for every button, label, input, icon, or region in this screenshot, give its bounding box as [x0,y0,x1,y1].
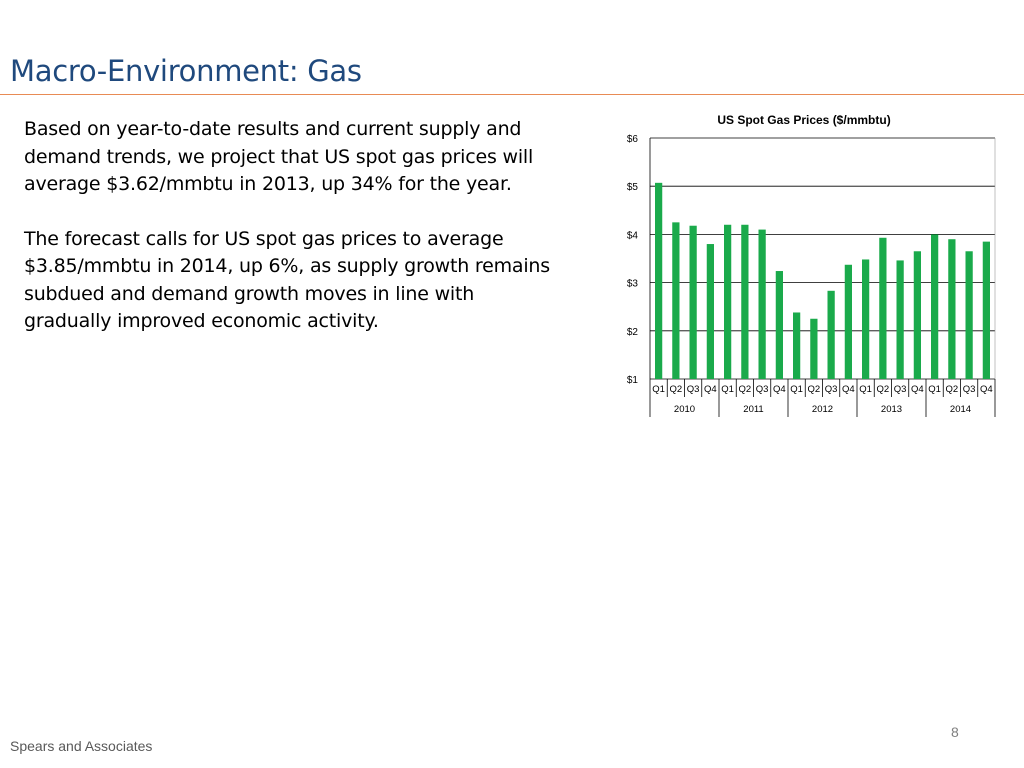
bar [827,290,835,379]
x-tick-label: Q4 [704,384,717,395]
x-group-label: 2013 [881,404,902,415]
x-group-label: 2011 [743,404,763,415]
bar [724,224,732,379]
bar [879,237,887,379]
y-tick-label: $6 [627,134,639,145]
x-tick-label: Q3 [963,384,976,395]
title-divider [0,94,1024,95]
x-group-label: 2010 [674,404,695,415]
x-tick-label: Q4 [911,384,924,395]
bar [672,222,680,379]
bar [965,251,973,379]
bar [913,251,921,379]
bar [982,241,990,379]
x-tick-label: Q1 [928,384,941,395]
paragraph-2014-forecast: The forecast calls for US spot gas price… [24,227,550,333]
bar [689,225,697,379]
x-tick-label: Q1 [721,384,734,395]
slide-title: Macro-Environment: Gas [10,54,362,88]
x-tick-label: Q4 [980,384,993,395]
x-tick-label: Q2 [739,384,752,395]
bar [741,224,749,379]
bar [793,312,801,379]
bar [775,271,783,379]
x-tick-label: Q3 [687,384,700,395]
x-tick-label: Q4 [773,384,786,395]
bar [862,259,870,379]
y-tick-label: $5 [627,182,639,193]
bar [758,229,766,379]
bar [844,264,852,379]
x-tick-label: Q2 [670,384,683,395]
bar [948,239,956,379]
bar [655,182,663,379]
y-tick-label: $2 [627,327,639,338]
x-tick-label: Q2 [946,384,959,395]
bar [706,244,714,379]
x-tick-label: Q1 [859,384,872,395]
x-tick-label: Q2 [808,384,821,395]
bar [810,318,818,379]
chart-title: US Spot Gas Prices ($/mmbtu) [717,113,890,127]
bar [931,234,939,379]
bar [896,260,904,379]
x-tick-label: Q3 [825,384,838,395]
x-tick-label: Q3 [756,384,769,395]
x-group-label: 2012 [812,404,833,415]
x-tick-label: Q4 [842,384,855,395]
y-tick-label: $1 [627,375,639,386]
x-tick-label: Q3 [894,384,907,395]
gas-price-chart: US Spot Gas Prices ($/mmbtu) $1 $2 $3 $4 $5 $… [627,113,996,417]
page-number: 8 [951,724,959,740]
y-tick-label: $3 [627,279,639,290]
y-tick-label: $4 [627,230,639,241]
x-tick-label: Q1 [790,384,803,395]
x-tick-label: Q2 [877,384,890,395]
body-text: Based on year-to-date results and curren… [24,116,564,363]
paragraph-2013-forecast: Based on year-to-date results and curren… [24,118,534,195]
x-group-label: 2014 [950,404,971,415]
footer-company: Spears and Associates [10,738,153,754]
x-tick-label: Q1 [652,384,665,395]
